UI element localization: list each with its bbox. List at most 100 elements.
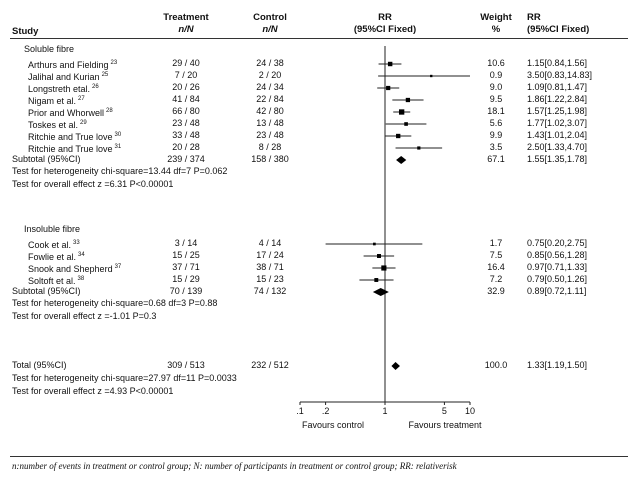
study-reference: 28 [106,108,113,114]
study-reference: 25 [101,72,109,78]
table-row-treatment: 15 / 25 [172,250,200,260]
table-row-name: Longstreth etal. 26 [28,82,99,95]
subtotal-label: Subtotal (95%CI) [12,154,81,164]
x-tick-label: 10 [465,406,475,416]
study-name: Arthurs and Fielding [28,60,109,70]
study-name: Soltoft et al. [28,276,76,286]
table-row-rr: 3.50[0.83,14.83] [527,70,593,80]
table-row-weight: 3.5 [489,142,503,152]
header-weight-sub: % [491,24,501,35]
subtotal-rr: 0.89[0.72,1.11] [527,286,587,296]
study-name: Prior and Whorwell [28,108,105,118]
table-row-treatment: 15 / 29 [172,274,200,284]
table-row-name: Ritchie and True love 30 [28,130,121,143]
table-row-name: Arthurs and Fielding 23 [28,58,117,71]
study-name: Snook and Shepherd [28,264,113,274]
study-reference: 29 [80,120,87,126]
study-reference: 30 [114,132,122,138]
table-row-rr: 1.77[1.02,3.07] [527,118,588,128]
subtotal-rr: 1.55[1.35,1.78] [527,154,588,164]
footnote: n:number of events in treatment or contr… [12,461,457,471]
header-weight: Weight [480,12,512,23]
table-row-weight: 5.6 [489,118,503,128]
table-row-weight: 0.9 [489,70,503,80]
table-row-name: Fowlie et al. 34 [28,250,85,263]
table-row-treatment: 20 / 28 [172,142,200,152]
table-row-control: 24 / 34 [256,82,284,92]
study-reference: 38 [77,276,85,282]
total-label: Total (95%CI) [12,360,67,370]
table-row-name: Nigam et al. 27 [28,94,85,107]
favours-treatment-label: Favours treatment [408,420,482,430]
study-reference: 33 [73,240,80,246]
table-row-treatment: 33 / 48 [172,130,200,140]
header-rr: RR [378,12,392,23]
table-row-control: 42 / 80 [256,106,284,116]
table-row-weight: 7.5 [489,250,503,260]
total-control: 232 / 512 [251,360,289,370]
total-overall-effect-test: Test for overall effect z =4.93 P<0.0000… [12,386,174,396]
favours-control-label: Favours control [301,420,365,430]
effect-marker [417,146,421,150]
study-name: Ritchie and True love [28,144,113,154]
effect-marker [381,265,387,271]
study-name: Ritchie and True love [28,132,113,142]
heterogeneity-test: Test for heterogeneity chi-square=0.68 d… [12,298,218,308]
subtotal-treatment: 239 / 374 [167,154,205,164]
table-row-name: Jalihal and Kurian 25 [28,70,108,83]
subtotal-control: 74 / 132 [253,286,287,296]
x-tick-label: 5 [442,406,447,416]
table-row-control: 2 / 20 [258,70,282,80]
study-reference: 34 [78,252,85,258]
header-separator [10,38,628,39]
table-row-rr: 1.43[1.01,2.04] [527,130,588,140]
table-row-control: 22 / 84 [256,94,284,104]
table-row-control: 38 / 71 [256,262,284,272]
study-reference: 37 [114,264,122,270]
table-row-rr: 2.50[1.33,4.70] [527,142,588,152]
table-row-name: Toskes et al. 29 [28,118,87,131]
effect-marker [396,133,401,139]
table-row-treatment: 7 / 20 [174,70,198,80]
total-rr: 1.33[1.19,1.50] [527,360,588,370]
table-row-name: Soltoft et al. 38 [28,274,84,287]
table-row-control: 17 / 24 [256,250,284,260]
table-row-control: 8 / 28 [258,142,282,152]
pooled-diamond [372,288,389,296]
pooled-diamond [391,362,400,370]
table-row-treatment: 66 / 80 [172,106,200,116]
header-control-sub: n/N [262,24,278,35]
study-name: Jalihal and Kurian [28,72,100,82]
study-name: Cook et al. [28,240,72,250]
effect-marker [373,242,376,246]
study-name: Toskes et al. [28,120,79,130]
overall-effect-test: Test for overall effect z =6.31 P<0.0000… [12,179,174,189]
table-row-name: Snook and Shepherd 37 [28,262,121,275]
total-weight: 100.0 [484,360,508,370]
effect-marker [430,74,433,78]
table-row-weight: 1.7 [489,238,503,248]
table-row-name: Ritchie and True love 31 [28,142,121,155]
x-tick-label: .2 [322,406,330,416]
table-row-control: 13 / 48 [256,118,284,128]
table-row-rr: 0.85[0.56,1.28] [527,250,588,260]
table-row-weight: 10.6 [487,58,505,68]
header-rr-sub: (95%CI Fixed) [353,24,417,35]
study-reference: 26 [92,84,99,90]
study-reference: 27 [78,96,85,102]
table-row-rr: 1.86[1.22,2.84] [527,94,588,104]
effect-marker [377,254,381,258]
table-row-treatment: 20 / 26 [172,82,200,92]
header-rr2-sub: (95%CI Fixed) [527,24,590,35]
subtotal-control: 158 / 380 [251,154,289,164]
study-name: Longstreth etal. [28,84,91,94]
table-row-treatment: 23 / 48 [172,118,200,128]
table-row-weight: 18.1 [487,106,505,116]
header-rr2: RR [527,12,541,23]
subtotal-label: Subtotal (95%CI) [12,286,81,296]
table-row-weight: 9.0 [489,82,503,92]
subtotal-treatment: 70 / 139 [169,286,203,296]
table-row-rr: 1.57[1.25,1.98] [527,106,588,116]
table-row-weight: 9.9 [489,130,503,140]
